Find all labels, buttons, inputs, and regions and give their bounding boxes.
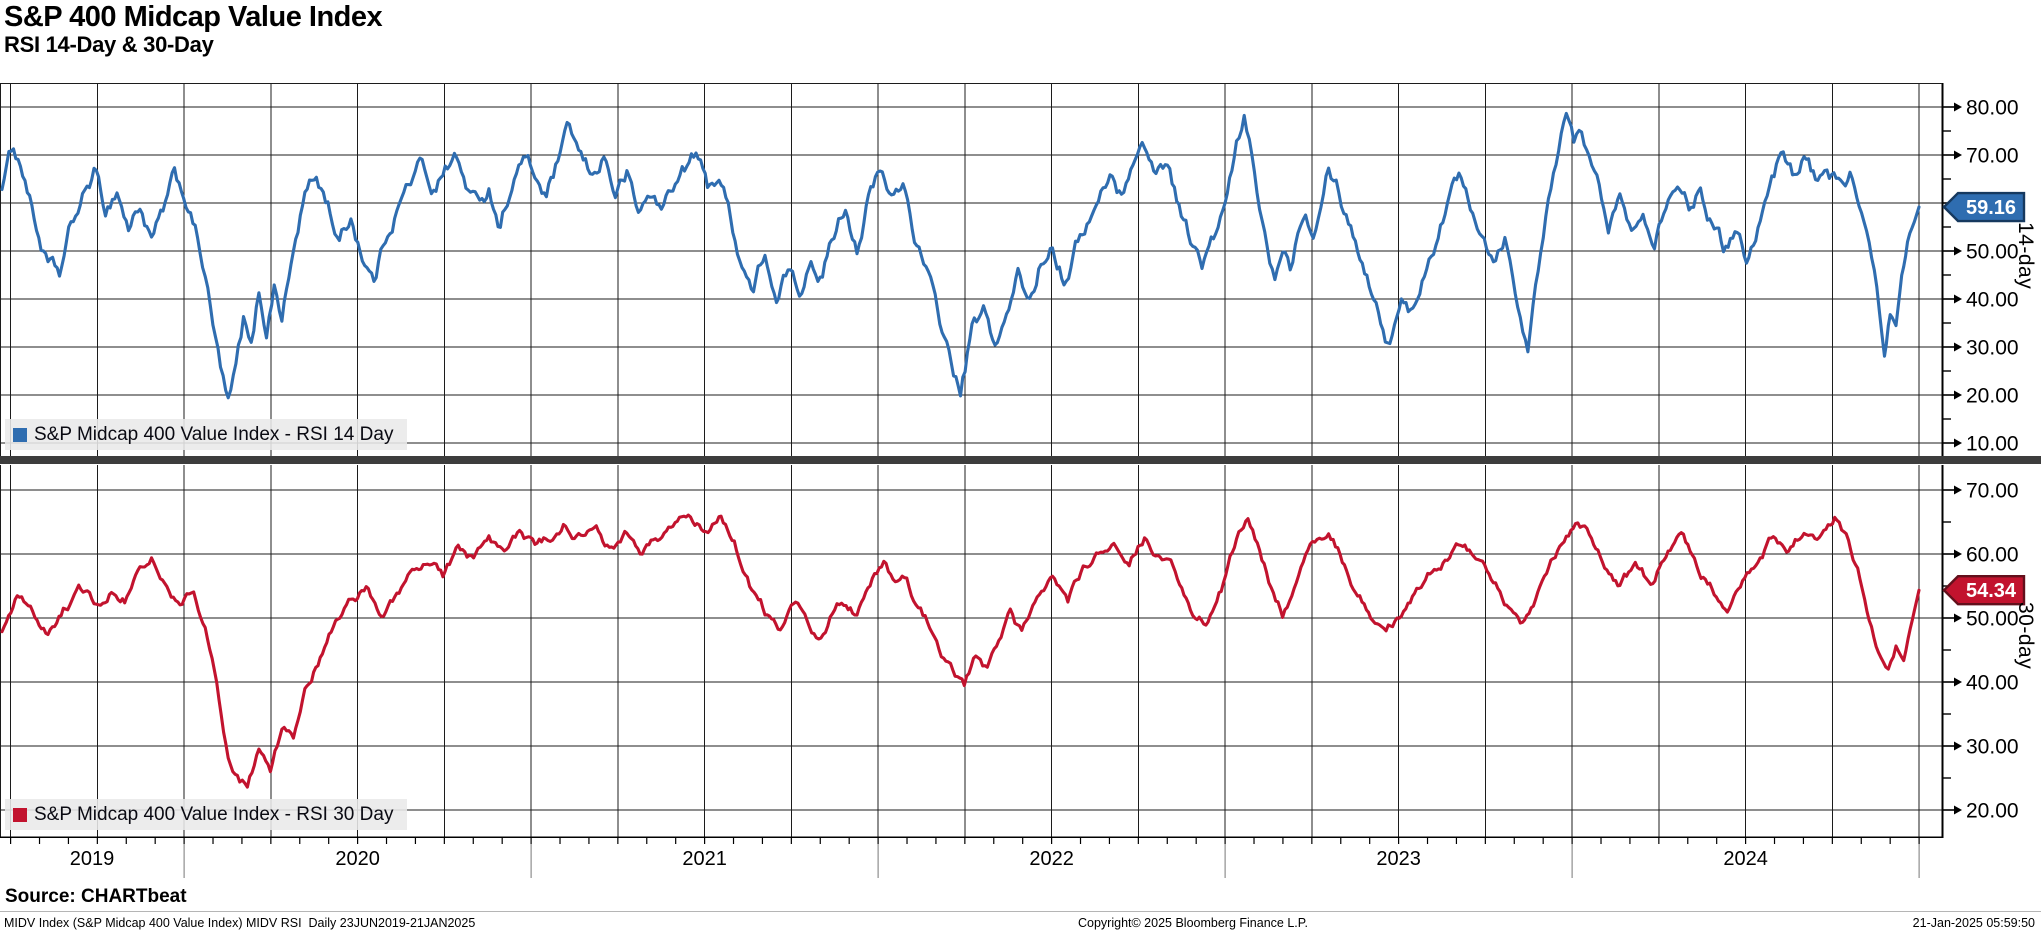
y-axis-tick-label: 40.00 [1966, 672, 2019, 695]
page-title: S&P 400 Midcap Value Index [4, 1, 383, 33]
rsi-14-day-plot-area[interactable]: 80.0070.0060.0050.0040.0030.0020.0010.00… [0, 83, 2041, 457]
last-value-badge-text: 59.16 [1966, 197, 2016, 219]
y-axis-tick-arrow-icon [1954, 294, 1962, 304]
footer-timestamp: 21-Jan-2025 05:59:50 [1912, 916, 2035, 930]
y-axis-tick-arrow-icon [1954, 549, 1962, 559]
y-axis-tick-arrow-icon [1954, 246, 1962, 256]
page-subtitle: RSI 14-Day & 30-Day [4, 32, 214, 58]
legend-label: S&P Midcap 400 Value Index - RSI 30 Day [34, 803, 394, 825]
y-axis-tick-arrow-icon [1954, 485, 1962, 495]
legend-label: S&P Midcap 400 Value Index - RSI 14 Day [34, 423, 394, 445]
source-note: Source: CHARTbeat [5, 886, 187, 907]
y-axis-tick-label: 60.00 [1966, 544, 2019, 567]
legend-swatch-blue-icon [13, 427, 27, 442]
y-axis-tick-arrow-icon [1954, 150, 1962, 160]
last-value-badge-text: 54.34 [1966, 580, 2017, 602]
last-value-badge[interactable] [1942, 191, 2026, 223]
footer-copyright: Copyright© 2025 Bloomberg Finance L.P. [1078, 916, 1308, 930]
y-axis-tick-label: 30.00 [1966, 337, 2019, 360]
y-axis-title-30-day: 30-day [2014, 602, 2037, 670]
y-axis-tick-label: 80.00 [1966, 97, 2019, 120]
y-axis-tick-label: 70.00 [1966, 480, 2019, 503]
panel-divider[interactable] [0, 456, 2041, 464]
x-axis-year-label: 2020 [335, 848, 380, 870]
y-axis-tick-arrow-icon [1954, 342, 1962, 352]
y-axis-tick-arrow-icon [1954, 613, 1962, 623]
legend-swatch-red-icon [13, 807, 27, 822]
x-axis [10, 838, 1920, 878]
rsi-series-line [0, 513, 1921, 789]
rsi-30-day-plot-area[interactable]: 70.00 60.00 50.00 40.00 30.00 20.00 54.34 [0, 465, 2041, 838]
last-value-badge[interactable] [1942, 575, 2026, 606]
y-axis-tick-arrow-icon [1954, 390, 1962, 400]
y-axis-tick-arrow-icon [1954, 677, 1962, 687]
chart-header: S&P 400 Midcap Value Index RSI 14-Day & … [4, 1, 383, 58]
y-axis-tick-label: 50.00 [1966, 608, 2019, 631]
y-axis-title-14-day: 14-day [2014, 222, 2037, 290]
x-axis-year-label: 2019 [69, 848, 115, 870]
x-axis-year-label: 2023 [1376, 848, 1421, 870]
y-axis-tick-label: 70.00 [1966, 145, 2019, 168]
y-axis-tick-label: 40.00 [1966, 289, 2019, 312]
y-axis-tick-label: 30.00 [1966, 736, 2019, 759]
legend-rsi-30-day[interactable]: S&P Midcap 400 Value Index - RSI 30 Day [5, 799, 408, 830]
y-axis-tick-arrow-icon [1954, 805, 1962, 815]
y-axis-tick-arrow-icon [1954, 102, 1962, 112]
x-axis-year-label: 2021 [682, 848, 727, 870]
y-axis-tick-label: 20.00 [1966, 800, 2019, 823]
y-axis-tick-label: 50.00 [1966, 241, 2019, 264]
footer-security-info: MIDV Index (S&P Midcap 400 Value Index) … [4, 916, 476, 930]
rsi-series-line [0, 111, 1921, 400]
y-axis-tick-arrow-icon [1954, 438, 1962, 448]
footer-divider [0, 911, 2041, 912]
x-axis-year-label: 2024 [1723, 848, 1768, 870]
y-axis-tick-label: 10.00 [1966, 433, 2019, 456]
y-axis-tick-arrow-icon [1954, 741, 1962, 751]
legend-rsi-14-day[interactable]: S&P Midcap 400 Value Index - RSI 14 Day [5, 419, 408, 450]
x-axis-year-label: 2022 [1029, 848, 1074, 870]
y-axis-tick-label: 20.00 [1966, 385, 2019, 408]
